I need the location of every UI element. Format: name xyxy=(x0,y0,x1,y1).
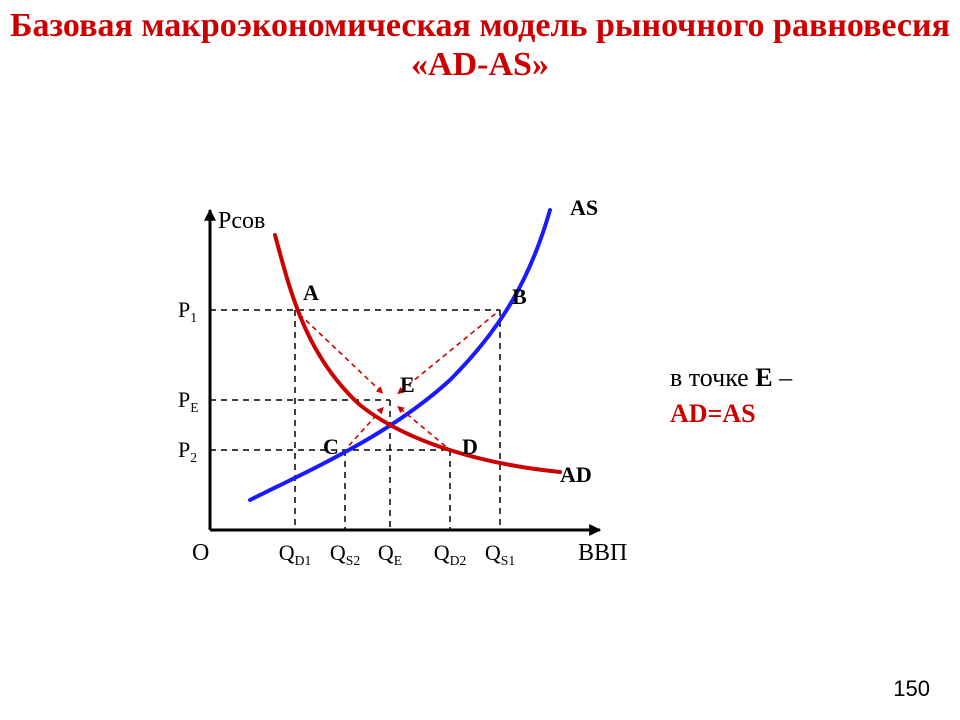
curve-label-as: AS xyxy=(570,195,598,220)
y-axis-label: Pсов xyxy=(218,208,265,234)
chart-title: Базовая макроэкономическая модель рыночн… xyxy=(0,6,960,84)
y-tick-P1: P1 xyxy=(178,297,197,325)
equilibrium-note: в точке Е – AD=AS xyxy=(670,360,890,433)
curve-label-ad: AD xyxy=(560,462,592,487)
origin-label: O xyxy=(192,540,209,566)
ad-as-chart: AS AD A B C D E P1 PE P2 QD1 QS2 QE QD2 QS1 Pсов ВВП O xyxy=(130,180,650,600)
ad-curve xyxy=(275,235,560,472)
point-label-A: A xyxy=(303,280,319,305)
point-label-C: C xyxy=(323,434,339,459)
convergence-arrow-A-E xyxy=(299,314,382,393)
y-tick-P2: P2 xyxy=(178,437,197,465)
x-tick-QE: QE xyxy=(378,540,402,568)
x-axis-label: ВВП xyxy=(578,540,627,566)
point-label-E: E xyxy=(400,372,415,397)
point-label-B: B xyxy=(512,284,527,309)
equilibrium-note-line1: в точке Е – xyxy=(670,360,890,396)
x-tick-QD1: QD1 xyxy=(279,540,312,568)
note-prefix: в точке xyxy=(670,363,755,392)
x-tick-QS2: QS2 xyxy=(330,540,360,568)
page-number: 150 xyxy=(893,676,930,702)
note-suffix: – xyxy=(773,363,793,392)
point-label-D: D xyxy=(462,434,478,459)
note-point-E: Е xyxy=(755,363,772,392)
x-tick-QD2: QD2 xyxy=(434,540,467,568)
y-tick-PE: PE xyxy=(178,387,199,415)
equilibrium-note-line2: AD=AS xyxy=(670,396,890,432)
x-tick-QS1: QS1 xyxy=(485,540,515,568)
